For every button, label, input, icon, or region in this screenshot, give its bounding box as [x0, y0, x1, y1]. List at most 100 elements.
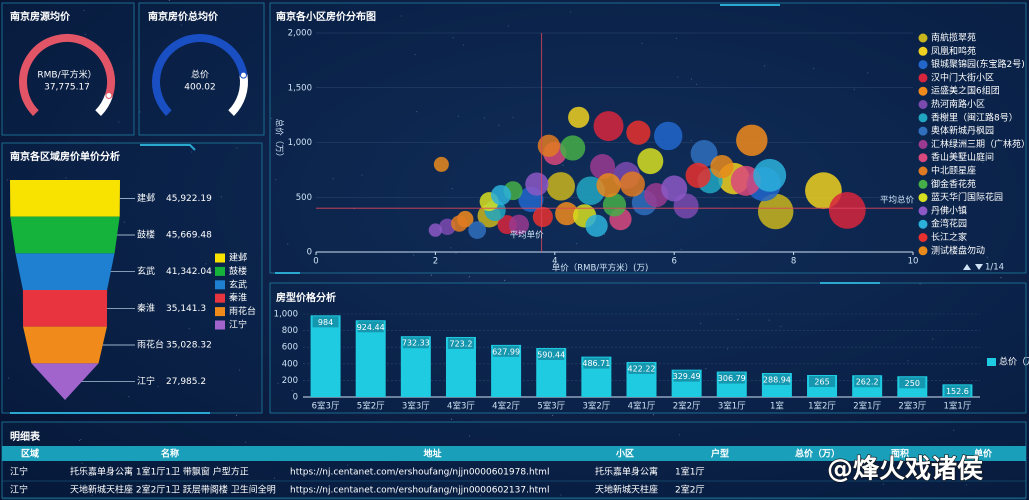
legend-label: 运盛美之国6组团 — [931, 85, 1000, 97]
star — [919, 283, 921, 285]
panel-title: 房型价格分析 — [276, 291, 336, 304]
legend-swatch — [215, 253, 225, 263]
table-cell: 2室2厅 — [675, 484, 704, 496]
legend-label: 御金香花苑 — [931, 178, 976, 190]
funnel-segment — [10, 180, 120, 217]
star — [570, 11, 572, 13]
legend-swatch — [918, 166, 928, 176]
legend-swatch — [918, 46, 928, 56]
bubble — [637, 148, 664, 175]
value-label-bg — [493, 345, 520, 357]
legend-swatch — [987, 358, 996, 366]
y-axis-title: 总价（万） — [274, 119, 285, 162]
bubble — [653, 121, 683, 151]
star — [982, 161, 984, 164]
table-header: 户型 — [711, 448, 729, 460]
bubble — [590, 154, 616, 180]
star — [172, 18, 175, 20]
legend-swatch — [918, 233, 928, 242]
star — [986, 256, 988, 258]
table-header: 总价（万） — [795, 448, 840, 460]
star — [483, 117, 485, 119]
star — [812, 67, 815, 69]
x-tick-label: 2室2厅 — [673, 401, 701, 412]
star — [332, 178, 334, 180]
star — [468, 435, 471, 437]
value-label: 250 — [905, 379, 920, 388]
bubble — [568, 106, 590, 128]
gauge-label: RMB/平方米） — [37, 69, 96, 81]
legend-label: 奥体新城丹枫园 — [931, 125, 994, 137]
value-label-bg — [899, 377, 926, 389]
star — [953, 429, 955, 431]
x-tick-label: 4室1厅 — [628, 401, 656, 412]
star — [273, 477, 276, 479]
y-tick-label: 400 — [282, 359, 298, 369]
y-tick-label: 0 — [293, 393, 298, 403]
star — [287, 243, 289, 245]
y-tick-label: 0 — [307, 248, 312, 258]
star — [468, 276, 471, 278]
star — [576, 243, 578, 245]
star — [675, 37, 678, 39]
bubble — [428, 223, 443, 237]
star — [188, 328, 190, 330]
legend-label: 玄武 — [229, 278, 247, 290]
legend-label: 南航揽翠苑 — [931, 32, 976, 44]
legend-swatch — [918, 73, 928, 83]
x-tick-label: 3室3厅 — [402, 401, 430, 412]
star — [157, 385, 159, 388]
funnel-segment — [31, 363, 99, 400]
gauge-arc — [152, 34, 248, 116]
legend-swatch — [918, 246, 928, 256]
panel-title: 南京房源均价 — [10, 10, 71, 23]
value-label-bg — [673, 370, 700, 382]
x-tick-label: 1室2厅 — [808, 401, 836, 412]
bubble — [433, 156, 449, 172]
legend-label: 江宁 — [229, 319, 247, 331]
bubble — [546, 172, 576, 201]
legend-label: 秦淮 — [229, 292, 247, 304]
value-label: 984 — [318, 318, 333, 327]
star — [361, 174, 363, 176]
value-label: 306.79 — [718, 374, 746, 383]
bubble — [626, 120, 651, 145]
star — [78, 439, 80, 442]
bubble — [757, 193, 794, 230]
bubble — [468, 221, 487, 239]
legend-label: 汇林绿洲三期（广林苑） — [931, 138, 1029, 150]
star — [168, 0, 170, 2]
value-label-bg — [583, 357, 610, 369]
star — [641, 42, 643, 44]
star — [603, 233, 606, 236]
x-tick-label: 3室2厅 — [582, 401, 610, 412]
legend-swatch — [918, 113, 928, 123]
bubble — [508, 214, 530, 235]
star — [244, 441, 247, 443]
bubble — [602, 193, 627, 217]
gauge-label: 总价 — [191, 69, 209, 81]
star — [450, 247, 452, 249]
value-label: 329.49 — [673, 372, 701, 381]
funnel-segment — [10, 216, 120, 254]
table-cell: 托乐嘉单身公寓 1室1厅1卫 带飘窗 户型方正 — [70, 466, 249, 478]
funnel-segment — [23, 326, 107, 364]
bubble — [596, 173, 621, 198]
value-label: 732.33 — [402, 339, 430, 348]
legend-pager[interactable] — [963, 264, 983, 270]
legend-label: 金湾花园 — [931, 218, 967, 230]
legend-swatch — [918, 153, 928, 163]
legend-swatch — [918, 206, 928, 216]
star — [498, 124, 500, 126]
star — [205, 263, 207, 265]
value-label: 152.6 — [946, 387, 969, 396]
star — [882, 483, 884, 485]
star — [236, 147, 238, 149]
funnel-value: 35,028.32 — [166, 341, 212, 351]
table-cell: 江宁 — [10, 484, 28, 496]
star — [277, 382, 279, 384]
star — [84, 33, 86, 35]
star — [907, 360, 909, 362]
star — [457, 115, 460, 117]
